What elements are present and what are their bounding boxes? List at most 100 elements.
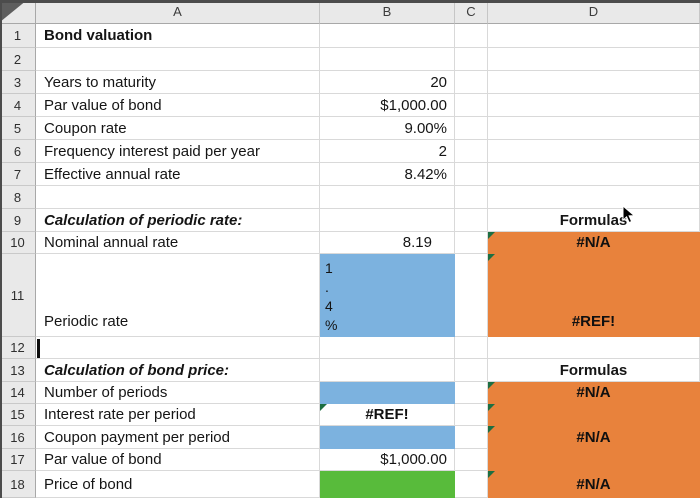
row-header-6[interactable]: 6 (0, 140, 36, 163)
cell-B3[interactable]: 20 (320, 71, 455, 94)
cell-C10[interactable] (455, 232, 488, 254)
cell-C16[interactable] (455, 426, 488, 449)
cell-B5[interactable]: 9.00% (320, 117, 455, 140)
cell-A3[interactable]: Years to maturity (36, 71, 320, 94)
cell-B12[interactable] (320, 337, 455, 359)
cell-B4[interactable]: $1,000.00 (320, 94, 455, 117)
row-header-3[interactable]: 3 (0, 71, 36, 94)
cell-A8[interactable] (36, 186, 320, 209)
cell-D4[interactable] (488, 94, 700, 117)
row-header-16[interactable]: 16 (0, 426, 36, 449)
col-header-a[interactable]: A (36, 0, 320, 24)
row-header-4[interactable]: 4 (0, 94, 36, 117)
cell-D13[interactable]: Formulas (488, 359, 700, 382)
cell-C12[interactable] (455, 337, 488, 359)
row-header-18[interactable]: 18 (0, 471, 36, 498)
cell-A17[interactable]: Par value of bond (36, 449, 320, 471)
cell-A12[interactable] (36, 337, 320, 359)
row-header-17[interactable]: 17 (0, 449, 36, 471)
cell-A16[interactable]: Coupon payment per period (36, 426, 320, 449)
cell-B11[interactable]: 1 . 4 % (320, 254, 455, 337)
row-header-13[interactable]: 13 (0, 359, 36, 382)
cell-C2[interactable] (455, 48, 488, 71)
cell-D14[interactable]: #N/A (488, 382, 700, 404)
row-header-9[interactable]: 9 (0, 209, 36, 232)
cell-A9[interactable]: Calculation of periodic rate: (36, 209, 320, 232)
cell-D3[interactable] (488, 71, 700, 94)
cell-D17[interactable] (488, 449, 700, 471)
cell-A5[interactable]: Coupon rate (36, 117, 320, 140)
cell-D16[interactable]: #N/A (488, 426, 700, 449)
cell-A14[interactable]: Number of periods (36, 382, 320, 404)
cell-D10[interactable]: #N/A (488, 232, 700, 254)
cell-D9[interactable]: Formulas (488, 209, 700, 232)
cell-D12[interactable] (488, 337, 700, 359)
cell-B2[interactable] (320, 48, 455, 71)
cell-C11[interactable] (455, 254, 488, 337)
cell-A6[interactable]: Frequency interest paid per year (36, 140, 320, 163)
cell-A7[interactable]: Effective annual rate (36, 163, 320, 186)
row-header-15[interactable]: 15 (0, 404, 36, 426)
row-header-12[interactable]: 12 (0, 337, 36, 359)
row-header-1[interactable]: 1 (0, 24, 36, 48)
row-header-11[interactable]: 11 (0, 254, 36, 337)
cell-B1[interactable] (320, 24, 455, 48)
cell-D2[interactable] (488, 48, 700, 71)
cell-C5[interactable] (455, 117, 488, 140)
cell-B7[interactable]: 8.42% (320, 163, 455, 186)
row-header-10[interactable]: 10 (0, 232, 36, 254)
mouse-cursor-icon (620, 204, 638, 229)
cell-C8[interactable] (455, 186, 488, 209)
cell-B10[interactable]: 8.19 (320, 232, 455, 254)
col-header-c[interactable]: C (455, 0, 488, 24)
cell-A1[interactable]: Bond valuation (36, 24, 320, 48)
row-header-8[interactable]: 8 (0, 186, 36, 209)
cell-A2[interactable] (36, 48, 320, 71)
cell-C18[interactable] (455, 471, 488, 498)
cell-D1[interactable] (488, 24, 700, 48)
cell-C1[interactable] (455, 24, 488, 48)
cell-D8[interactable] (488, 186, 700, 209)
window-left-edge (0, 0, 2, 498)
cell-B13[interactable] (320, 359, 455, 382)
cell-C14[interactable] (455, 382, 488, 404)
cell-B14[interactable] (320, 382, 455, 404)
cell-C3[interactable] (455, 71, 488, 94)
cell-A10[interactable]: Nominal annual rate (36, 232, 320, 254)
cell-B9[interactable] (320, 209, 455, 232)
cell-D6[interactable] (488, 140, 700, 163)
row-header-14[interactable]: 14 (0, 382, 36, 404)
cell-C15[interactable] (455, 404, 488, 426)
cell-C7[interactable] (455, 163, 488, 186)
select-all-corner[interactable] (0, 0, 36, 24)
cell-C13[interactable] (455, 359, 488, 382)
cell-B17[interactable]: $1,000.00 (320, 449, 455, 471)
col-header-d[interactable]: D (488, 0, 700, 24)
cell-B8[interactable] (320, 186, 455, 209)
cell-D5[interactable] (488, 117, 700, 140)
cell-D18[interactable]: #N/A (488, 471, 700, 498)
cell-C17[interactable] (455, 449, 488, 471)
col-header-b[interactable]: B (320, 0, 455, 24)
cell-B15[interactable]: #REF! (320, 404, 455, 426)
row-header-5[interactable]: 5 (0, 117, 36, 140)
cell-A11[interactable]: Periodic rate (36, 254, 320, 337)
cell-A4[interactable]: Par value of bond (36, 94, 320, 117)
cell-A13[interactable]: Calculation of bond price: (36, 359, 320, 382)
error-indicator-icon (488, 404, 495, 411)
cell-C6[interactable] (455, 140, 488, 163)
row-header-2[interactable]: 2 (0, 48, 36, 71)
cell-B18[interactable] (320, 471, 455, 498)
cell-D11[interactable]: #REF! (488, 254, 700, 337)
cell-A18[interactable]: Price of bond (36, 471, 320, 498)
cell-B16[interactable] (320, 426, 455, 449)
cell-C4[interactable] (455, 94, 488, 117)
row-header-7[interactable]: 7 (0, 163, 36, 186)
cell-D15[interactable] (488, 404, 700, 426)
cell-A15[interactable]: Interest rate per period (36, 404, 320, 426)
error-indicator-icon (488, 382, 495, 389)
cell-D7[interactable] (488, 163, 700, 186)
cell-B6[interactable]: 2 (320, 140, 455, 163)
cell-C9[interactable] (455, 209, 488, 232)
